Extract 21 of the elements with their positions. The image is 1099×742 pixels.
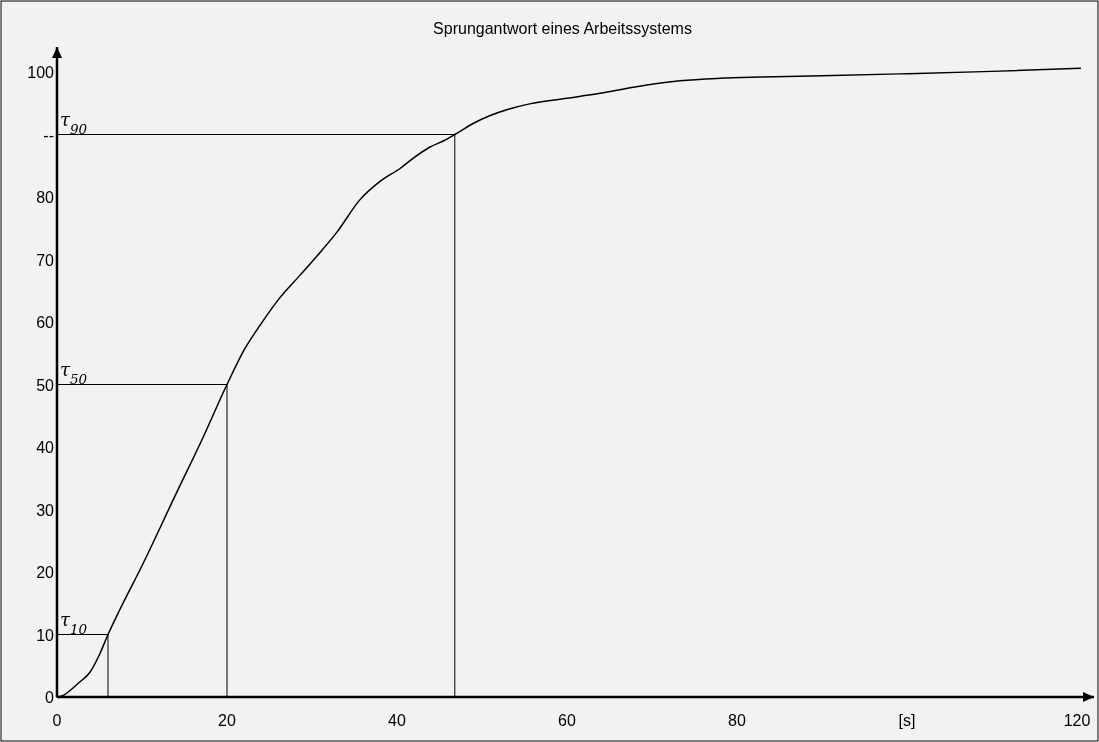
y-tick-label: 50 — [36, 376, 55, 394]
x-tick-label: 40 — [388, 712, 406, 729]
x-tick-label: 20 — [218, 712, 236, 729]
y-tick-label: 20 — [36, 564, 55, 581]
x-tick-label: 60 — [558, 712, 576, 729]
x-tick-label: 80 — [728, 712, 746, 729]
y-tick-label: 70 — [36, 251, 55, 269]
y-tick-label: 80 — [36, 189, 55, 206]
annotation: τ$_{50}$ — [60, 358, 88, 387]
y-tick-label: 0 — [45, 689, 55, 706]
x-tick-label: 120 — [1063, 712, 1091, 729]
annotation: τ$_{90}$ — [60, 108, 88, 137]
y-tick-label: 100 — [27, 64, 55, 81]
y-tick-label: 10 — [36, 626, 55, 644]
y-tick-label: -- — [43, 126, 54, 144]
chart-title: Sprungantwort eines Arbeitssystems — [433, 20, 692, 37]
y-tick-label: 30 — [36, 501, 55, 519]
y-tick-label: 40 — [36, 439, 55, 456]
annotation: τ$_{10}$ — [60, 608, 88, 637]
x-tick-label: [s] — [898, 712, 916, 729]
y-tick-label: 60 — [36, 314, 55, 331]
